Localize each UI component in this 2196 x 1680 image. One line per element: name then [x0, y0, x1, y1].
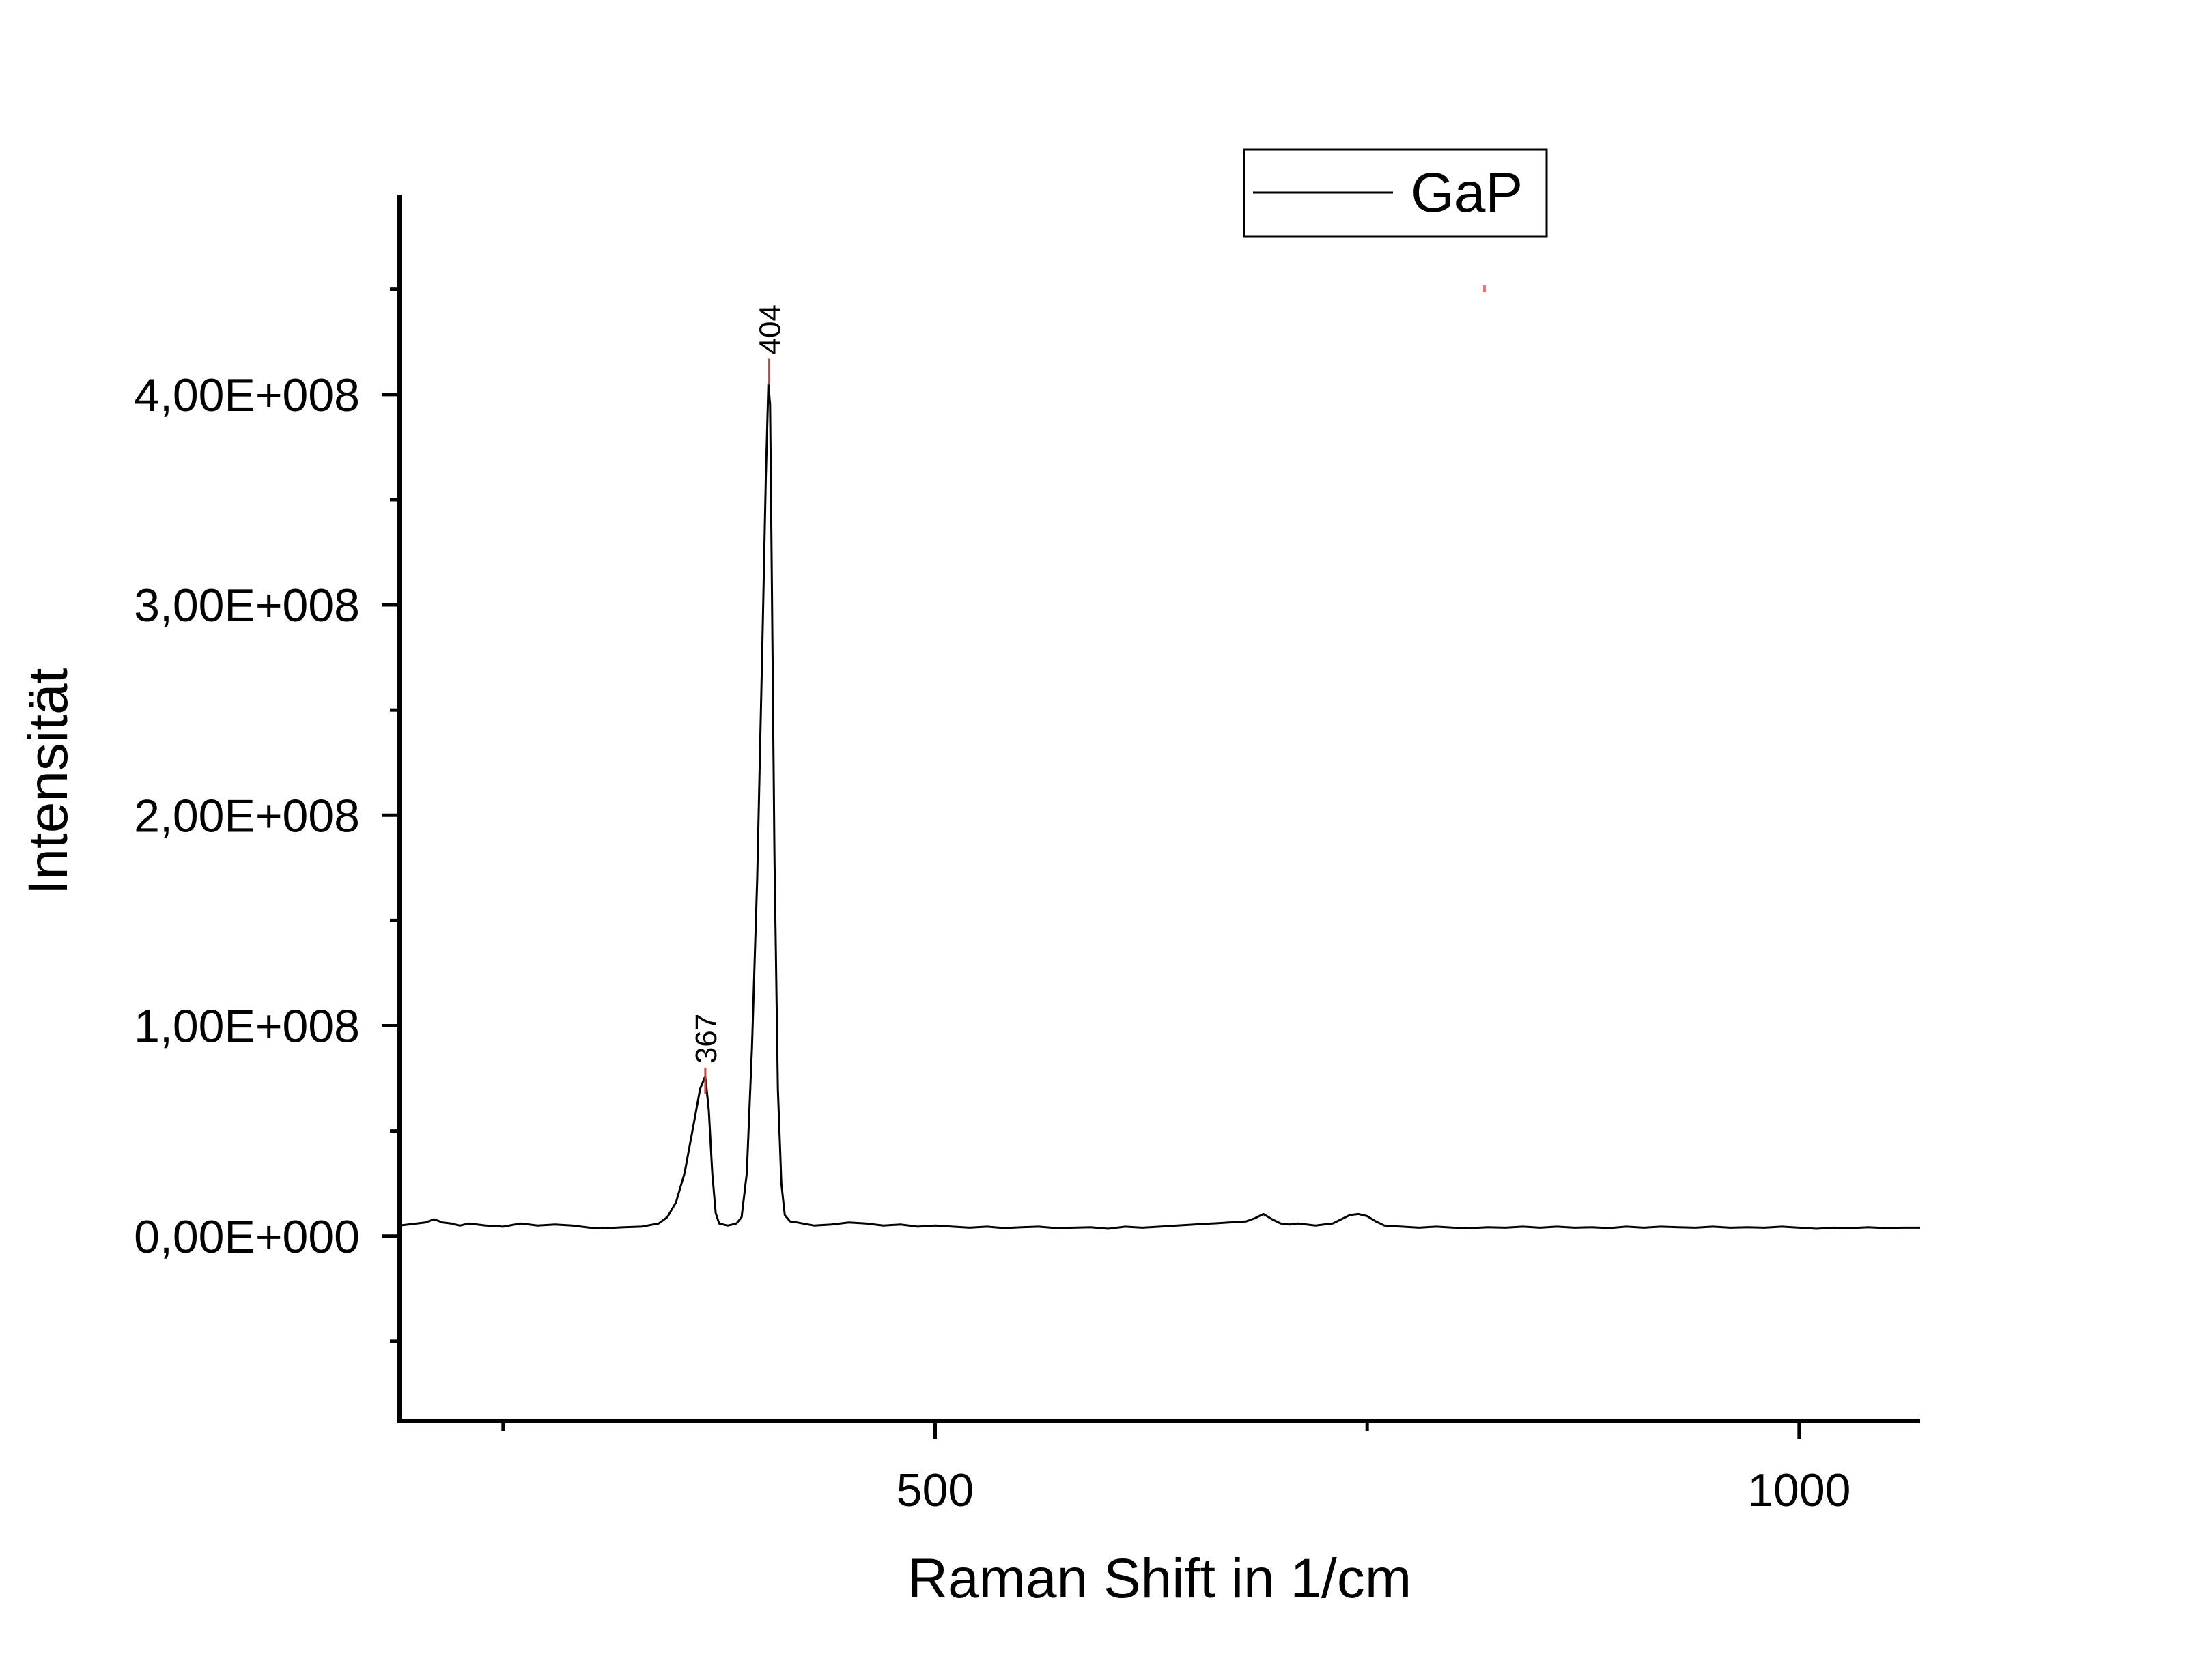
peak-annotations: 367 404	[690, 304, 787, 1094]
y-tick-label: 3,00E+008	[134, 580, 360, 631]
series-line-gap	[399, 382, 1920, 1230]
peak-label: 404	[754, 304, 787, 354]
legend-label-gap: GaP	[1411, 162, 1523, 224]
y-tick-label: 1,00E+008	[134, 1001, 360, 1053]
x-tick-label: 1000	[1747, 1464, 1850, 1516]
legend: GaP	[1243, 148, 1548, 238]
x-tick-label: 500	[897, 1464, 974, 1516]
peak-label: 367	[690, 1014, 723, 1064]
y-axis-ticks: 0,00E+000 1,00E+008 2,00E+008 3,00E+008 4,00…	[134, 369, 399, 1263]
x-axis-title: Raman Shift in 1/cm	[907, 1548, 1411, 1610]
y-tick-label: 0,00E+000	[134, 1211, 360, 1263]
y-axis-title: Intensität	[17, 668, 79, 895]
stray-marker	[1483, 285, 1486, 292]
y-tick-label: 4,00E+008	[134, 369, 360, 421]
series-layer	[399, 382, 1920, 1230]
y-tick-label: 2,00E+008	[134, 790, 360, 842]
x-axis-ticks: 500 1000	[897, 1421, 1850, 1516]
